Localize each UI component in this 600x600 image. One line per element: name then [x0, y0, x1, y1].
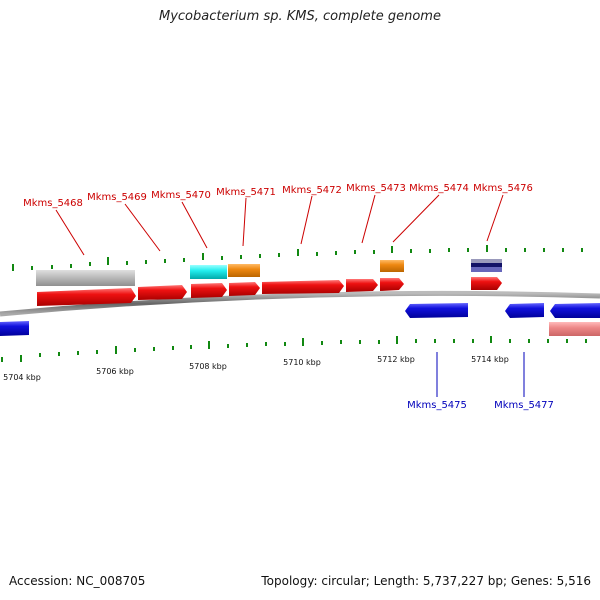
orange-feature	[380, 260, 404, 272]
pink-feature	[549, 322, 600, 336]
gene-label-mkms-5469[interactable]: Mkms_5469	[87, 192, 147, 203]
gene-label-mkms-5474[interactable]: Mkms_5474	[409, 183, 469, 194]
gene-arrow-mkms-5471	[229, 282, 260, 296]
accession-text: Accession: NC_008705	[9, 574, 146, 588]
outer-ticks	[12, 245, 583, 271]
gene-arrow-mkms-5474	[380, 278, 404, 291]
navy-feature	[471, 267, 502, 272]
tick-label: 5712 kbp	[377, 355, 415, 364]
gene-label-mkms-5470[interactable]: Mkms_5470	[151, 190, 211, 201]
orange-feature	[228, 264, 260, 277]
gene-arrow-mkms-5469	[138, 285, 187, 300]
gene-label-mkms-5473[interactable]: Mkms_5473	[346, 183, 406, 194]
gene-arrow-mkms-5475	[405, 303, 468, 318]
gene-label-mkms-5476[interactable]: Mkms_5476	[473, 183, 533, 194]
tick-label: 5710 kbp	[283, 358, 321, 367]
feature-track-upper	[36, 259, 502, 286]
gene-arrow-mkms-5472	[262, 280, 344, 294]
tick-label: 5708 kbp	[189, 362, 227, 371]
gene-label-mkms-5468[interactable]: Mkms_5468	[23, 198, 83, 209]
inner-ticks	[1, 336, 587, 362]
gene-arrow-mkms-5468	[37, 288, 136, 306]
gray-feature	[36, 270, 135, 286]
cds-track-forward	[37, 277, 502, 306]
tick-label: 5704 kbp	[3, 373, 41, 382]
navy-feature	[471, 259, 502, 263]
gene-arrow-mkms-5477	[505, 303, 544, 318]
gene-arrow-mkms-5473	[346, 279, 378, 292]
gene-arrow-mkms-5470	[191, 283, 227, 298]
gene-arrow-left-edge	[0, 321, 29, 336]
gene-arrow-right-edge	[550, 303, 600, 318]
tick-label: 5706 kbp	[96, 367, 134, 376]
reverse-label-leaders	[436, 352, 525, 397]
navy-feature	[471, 263, 502, 267]
genome-backbone	[0, 290, 600, 317]
gene-label-mkms-5472[interactable]: Mkms_5472	[282, 185, 342, 196]
gene-label-mkms-5477[interactable]: Mkms_5477	[494, 400, 554, 411]
tick-label: 5714 kbp	[471, 355, 509, 364]
gene-label-mkms-5471[interactable]: Mkms_5471	[216, 187, 276, 198]
forward-label-leaders	[55, 194, 504, 256]
cyan-feature	[190, 265, 227, 279]
gene-arrow-mkms-5476	[471, 277, 502, 290]
genome-summary-text: Topology: circular; Length: 5,737,227 bp…	[261, 574, 591, 588]
cds-track-reverse	[0, 303, 600, 336]
gene-label-mkms-5475[interactable]: Mkms_5475	[407, 400, 467, 411]
map-title: Mycobacterium sp. KMS, complete genome	[159, 9, 441, 24]
